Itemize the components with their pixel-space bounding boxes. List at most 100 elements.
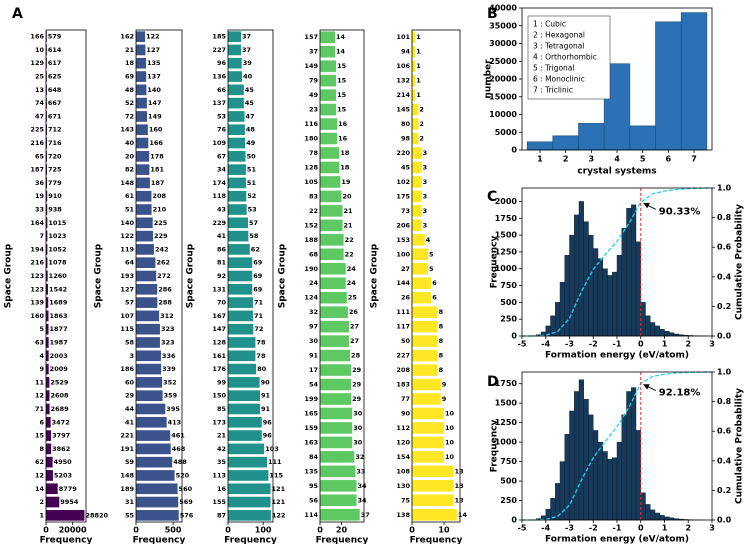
bar [412,364,438,376]
histogram-bar [621,414,627,521]
x-tick-label: 3 [589,155,595,164]
bar [228,111,245,122]
y-axis-label: Space Group [94,243,104,308]
bar [578,123,605,151]
x-tick-label: 0 [638,524,644,533]
category-label: 199 [304,395,318,403]
value-label: 45 [245,86,255,94]
y-tick-label: 35000 [489,21,517,30]
bar [320,335,349,347]
value-label: 10 [445,438,455,446]
histogram-bar [631,204,637,337]
x-tick-label: 3 [709,340,715,349]
category-label: 128 [304,163,318,171]
value-label: 468 [172,445,186,453]
category-label: 159 [304,424,318,432]
bar [46,310,49,322]
bar [136,44,146,56]
category-label: 87 [217,511,226,519]
x-tick-label: 0 [43,526,49,535]
value-label: 29 [352,381,362,389]
value-label: 52 [247,192,256,200]
bar [46,177,48,189]
value-label: 286 [158,285,172,293]
bar [46,297,49,308]
bar [136,283,158,295]
value-label: 712 [48,126,62,134]
value-label: 725 [48,166,62,174]
value-label: 48 [246,126,256,134]
y-tick-label: 1000 [495,264,518,273]
value-label: 13 [455,482,464,490]
value-label: 359 [164,392,178,400]
category-label: 31 [125,498,135,506]
category-label: 155 [212,498,226,506]
bar [46,204,48,215]
category-label: 127 [120,285,134,293]
bar [46,456,53,468]
histogram-bar [626,207,632,337]
histogram-bar [621,228,627,337]
category-label: 9 [39,365,44,373]
y-tick-label: 1250 [495,247,518,256]
value-label: 910 [48,192,62,200]
histogram-bar [640,492,646,521]
category-label: 60 [125,378,135,386]
histogram-bar [559,281,565,337]
value-label: 37 [242,33,251,41]
bar [136,350,161,362]
panel-label: C [487,189,497,205]
x-tick-label: 100 [255,526,272,535]
bar [320,465,356,478]
legend-entry: 6 : Monoclinic [533,75,585,84]
value-label: 27 [350,337,359,345]
value-label: 30 [353,438,363,446]
category-label: 96 [217,59,227,67]
category-label: 128 [212,338,226,346]
category-label: 4 [39,352,44,360]
histogram-bar [650,322,656,337]
y2-tick-label: 0.0 [717,516,732,525]
axes-frame [45,29,87,523]
value-label: 1015 [48,219,67,227]
histogram-bar [640,302,646,337]
category-label: 66 [217,86,227,94]
category-label: 99 [217,378,227,386]
value-label: 137 [147,73,161,81]
category-label: 149 [304,62,318,70]
value-label: 30 [353,409,363,417]
y-tick-label: 20000 [489,75,517,84]
category-label: 131 [212,285,226,293]
bar [136,217,153,229]
category-label: 229 [212,219,226,227]
category-label: 174 [212,179,226,187]
category-label: 5 [39,325,44,333]
value-label: 272 [157,272,171,280]
value-label: 34 [357,482,367,490]
value-label: 13 [455,467,464,475]
bar [228,483,271,495]
category-label: 79 [309,77,319,85]
bar [136,403,166,415]
bar [412,320,438,333]
category-label: 167 [212,312,226,320]
value-label: 37 [361,511,370,519]
y2-tick-label: 0.4 [717,456,732,465]
category-label: 157 [304,33,318,41]
bar [228,190,247,202]
bar [136,456,173,468]
category-label: 85 [217,405,227,413]
category-label: 147 [212,325,226,333]
annotation-text: 92.18% [659,388,701,399]
category-label: 162 [120,33,134,41]
value-label: 25 [348,294,358,302]
value-label: 2 [419,120,424,128]
value-label: 1689 [49,299,68,307]
bar [320,205,343,217]
category-label: 29 [125,392,135,400]
x-axis-label: Frequency [224,536,277,544]
category-label: 119 [120,245,134,253]
bar [320,89,337,101]
bar [412,89,416,101]
category-label: 37 [309,48,318,56]
